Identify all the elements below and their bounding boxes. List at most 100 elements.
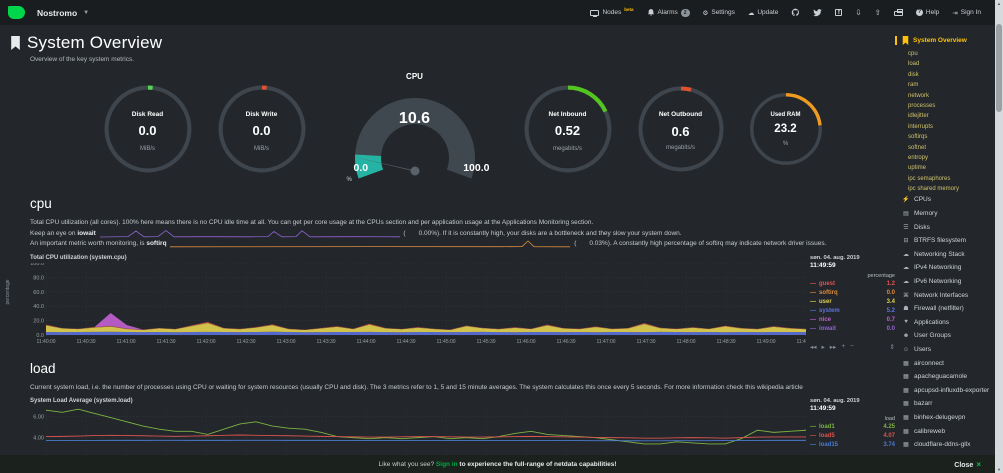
upload-icon: ⇧ xyxy=(874,8,881,17)
legend-row-guest[interactable]: — guest 1.2 xyxy=(810,280,895,287)
sidebar-item-calibreweb[interactable]: ▦ calibreweb xyxy=(895,428,993,435)
alarms-count-badge: 2 xyxy=(680,8,690,17)
gauge-cpu[interactable]: CPU 10.6 0.0 100.0 % xyxy=(330,72,500,184)
sidebar-item-apcupsd-influxdb-exporter[interactable]: ▦ apcupsd-influxdb-exporter xyxy=(895,387,993,394)
play-button[interactable]: ▸ xyxy=(821,343,825,351)
page-scrollbar[interactable]: ▲ ▼ xyxy=(995,0,1003,473)
settings-button[interactable]: ⚙ Settings xyxy=(703,9,735,17)
sidebar-subitem-cpu[interactable]: cpu xyxy=(908,51,918,57)
sidebar-item-networking-stack[interactable]: ☁ Networking Stack xyxy=(895,251,993,258)
sidebar-subitem-ram[interactable]: ram xyxy=(908,82,919,89)
sidebar-item-ipv4-networking[interactable]: ☁ IPv4 Networking xyxy=(895,264,993,271)
pan-left-button[interactable]: ◂◂ xyxy=(810,343,817,351)
scroll-up-icon[interactable]: ▲ xyxy=(997,1,1001,6)
sidebar-subitem-disk[interactable]: disk xyxy=(908,71,919,78)
sidebar-item-binhex-delugevpn[interactable]: ▦ binhex-delugevpn xyxy=(895,414,993,421)
gauge-used-ram[interactable]: Used RAM 23.2 % xyxy=(748,91,824,167)
github-button[interactable] xyxy=(791,8,800,17)
sidebar-item-disks[interactable]: ☰ Disks xyxy=(895,224,993,231)
sidebar-item-airconnect[interactable]: ▦ airconnect xyxy=(895,360,993,367)
alarms-button[interactable]: Alarms 2 xyxy=(647,8,690,17)
sidebar-item-btrfs-filesystem[interactable]: ⊟ BTRFS filesystem xyxy=(895,237,993,244)
legend-row-system[interactable]: — system 5.2 xyxy=(810,307,895,314)
footer-signin-link[interactable]: Sign in xyxy=(435,460,458,468)
svg-text:11:43:30: 11:43:30 xyxy=(316,339,335,345)
gauge-disk-write[interactable]: Disk Write 0.0 MiB/s xyxy=(216,83,308,175)
sidebar-item-cloudflare-ddns-gllx[interactable]: ▦ cloudflare-ddns-gllx xyxy=(895,441,993,448)
download-button[interactable]: ⇩ xyxy=(855,8,861,17)
facebook-icon: f xyxy=(835,9,843,16)
nodes-button[interactable]: Nodes beta xyxy=(590,7,634,17)
scroll-down-icon[interactable]: ▼ xyxy=(997,467,1001,472)
gauge-max: 100.0 xyxy=(463,162,490,174)
sidebar-subitem-ipc-semaphores[interactable]: ipc semaphores xyxy=(908,175,951,182)
legend-row-nice[interactable]: — nice 0.7 xyxy=(810,316,895,323)
sidebar-item-firewall-netfilter-[interactable]: ☗ Firewall (netfilter) xyxy=(895,305,993,312)
sidebar-item-system-overview[interactable]: System Overview xyxy=(895,36,993,45)
sidebar-item-users[interactable]: ☺ Users xyxy=(895,346,993,353)
scrollbar-thumb[interactable] xyxy=(996,24,1002,112)
facebook-button[interactable]: f xyxy=(835,9,843,16)
gauge-value: 23.2 xyxy=(774,122,797,135)
grid-icon: ▦ xyxy=(903,428,909,435)
netdata-logo-icon[interactable] xyxy=(8,6,25,19)
help-button[interactable]: ? Help xyxy=(915,9,939,16)
legend-row-load5[interactable]: — load5 4.07 xyxy=(810,433,895,440)
sidebar-item-label: bazarr xyxy=(914,400,933,408)
zoom-in-button[interactable]: + xyxy=(841,342,846,350)
memory-icon: ▤ xyxy=(903,211,909,218)
legend-time: 11:49:59 xyxy=(810,405,836,413)
sidebar-item-label: airconnect xyxy=(914,359,944,367)
sidebar-subitem-network[interactable]: network xyxy=(908,92,930,99)
sidebar-subitem-uptime[interactable]: uptime xyxy=(908,165,927,172)
sidebar-subitem-idlejitter[interactable]: idlejitter xyxy=(908,113,929,120)
svg-text:0.0: 0.0 xyxy=(36,333,44,339)
zoom-out-button[interactable]: − xyxy=(850,342,854,350)
sidebar-subitem-softirqs[interactable]: softirqs xyxy=(908,134,928,141)
print-button[interactable] xyxy=(893,9,903,16)
sidebar-item-cpus[interactable]: ⚡ CPUs xyxy=(895,196,993,203)
svg-text:20.0: 20.0 xyxy=(33,319,44,325)
sidebar-item-applications[interactable]: ♥ Applications xyxy=(895,319,993,326)
twitter-button[interactable] xyxy=(813,8,822,17)
signin-button[interactable]: ⇥ Sign In xyxy=(952,9,981,17)
sidebar-item-bazarr[interactable]: ▦ bazarr xyxy=(895,400,993,407)
cpu-chart[interactable]: 0.0 20.0 40.0 60.0 80.0 100.0 11:40:00 11:40:30… xyxy=(30,261,816,347)
gauge-unit: megabits/s xyxy=(665,145,695,152)
load-chart[interactable]: 2.004.006.0011:40:0011:40:3011:41:0011:4… xyxy=(30,406,807,455)
sidebar-item-ipv6-networking[interactable]: ☁ IPv6 Networking xyxy=(895,278,993,285)
sidebar-subitem-softnet[interactable]: softnet xyxy=(908,144,927,151)
resize-handle[interactable]: ⇕ xyxy=(889,343,895,351)
sidebar-item-label: apcupsd-influxdb-exporter xyxy=(914,386,990,394)
sidebar-subitem-entropy[interactable]: entropy xyxy=(908,154,929,161)
sidebar-subitem-interrupts[interactable]: interrupts xyxy=(908,123,934,130)
legend-row-load15[interactable]: — load15 3.74 xyxy=(810,442,895,449)
legend-row-softirq[interactable]: — softirq 0.0 xyxy=(810,289,895,296)
sidebar-item-apacheguacamole[interactable]: ▦ apacheguacamole xyxy=(895,373,993,380)
upload-button[interactable]: ⇧ xyxy=(875,8,881,17)
svg-text:80.0: 80.0 xyxy=(33,275,44,281)
sitemap-icon: ⌘ xyxy=(903,292,909,299)
pan-right-button[interactable]: ▸▸ xyxy=(829,343,837,351)
legend-row-user[interactable]: — user 3.4 xyxy=(810,298,895,305)
gauge-net-inbound[interactable]: Net Inbound 0.52 megabits/s xyxy=(522,83,614,175)
sidebar-item-network-interfaces[interactable]: ⌘ Network Interfaces xyxy=(895,292,993,299)
banner-close-button[interactable]: Close × xyxy=(954,459,981,469)
wikipedia-link[interactable]: wikipedia article xyxy=(757,383,803,391)
chevron-down-icon[interactable]: ▼ xyxy=(83,9,90,16)
sidebar-subitem-load[interactable]: load xyxy=(908,61,920,68)
sidebar-item-memory[interactable]: ▤ Memory xyxy=(895,210,993,217)
sidebar-subitem-ipc-shared-memory[interactable]: ipc shared memory xyxy=(908,186,960,193)
sidebar-subitem-processes[interactable]: processes xyxy=(908,102,936,109)
update-button[interactable]: ☁ Update xyxy=(748,9,778,17)
gauge-disk-read[interactable]: Disk Read 0.0 MiB/s xyxy=(102,83,194,175)
twitter-icon xyxy=(813,8,822,16)
sidebar-item-label: Disks xyxy=(914,223,930,231)
legend-row-load1[interactable]: — load1 4.25 xyxy=(810,424,895,431)
legend-row-iowait[interactable]: — iowait 0.0 xyxy=(810,325,895,332)
hostname[interactable]: Nostromo xyxy=(37,7,78,18)
user-group-icon: ☻ xyxy=(902,332,910,339)
svg-text:11:47:30: 11:47:30 xyxy=(636,339,655,345)
sidebar-item-user-groups[interactable]: ☻ User Groups xyxy=(895,332,993,339)
gauge-net-outbound[interactable]: Net Outbound 0.6 megabits/s xyxy=(636,84,726,174)
